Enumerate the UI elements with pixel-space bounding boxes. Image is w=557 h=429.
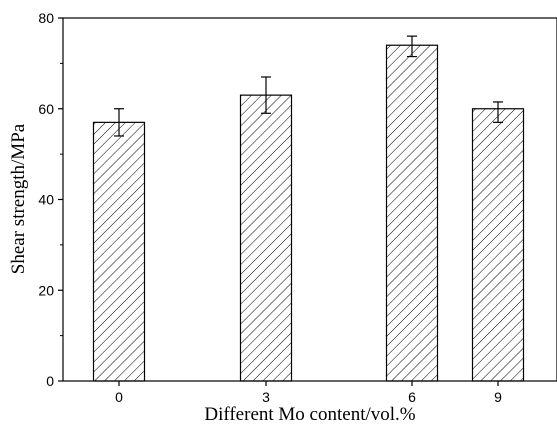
- x-tick-label: 6: [408, 389, 416, 405]
- x-tick-label: 0: [115, 389, 123, 405]
- x-axis-label: Different Mo content/vol.%: [204, 404, 415, 425]
- bar-0: [92, 121, 146, 382]
- error-bar-9: [493, 101, 503, 123]
- error-bar-3: [261, 76, 271, 114]
- x-axis-ticks: 0 3 6 9: [115, 381, 502, 405]
- y-axis-label: Shear strength/MPa: [8, 123, 29, 274]
- y-tick-label: 20: [38, 282, 54, 298]
- bars: [92, 44, 525, 382]
- x-tick-label: 9: [494, 389, 502, 405]
- error-bar-0: [114, 108, 124, 137]
- bar-9: [471, 108, 525, 382]
- error-bar-6: [407, 35, 417, 58]
- y-axis-ticks: 0 20 40 60 80: [38, 10, 63, 389]
- y-tick-label: 60: [38, 101, 54, 117]
- y-tick-label: 40: [38, 192, 54, 208]
- bar-6: [385, 44, 439, 382]
- y-tick-label: 80: [38, 10, 54, 26]
- bar-3: [239, 94, 293, 382]
- x-tick-label: 3: [262, 389, 270, 405]
- error-bars: [114, 35, 503, 137]
- y-tick-label: 0: [46, 373, 54, 389]
